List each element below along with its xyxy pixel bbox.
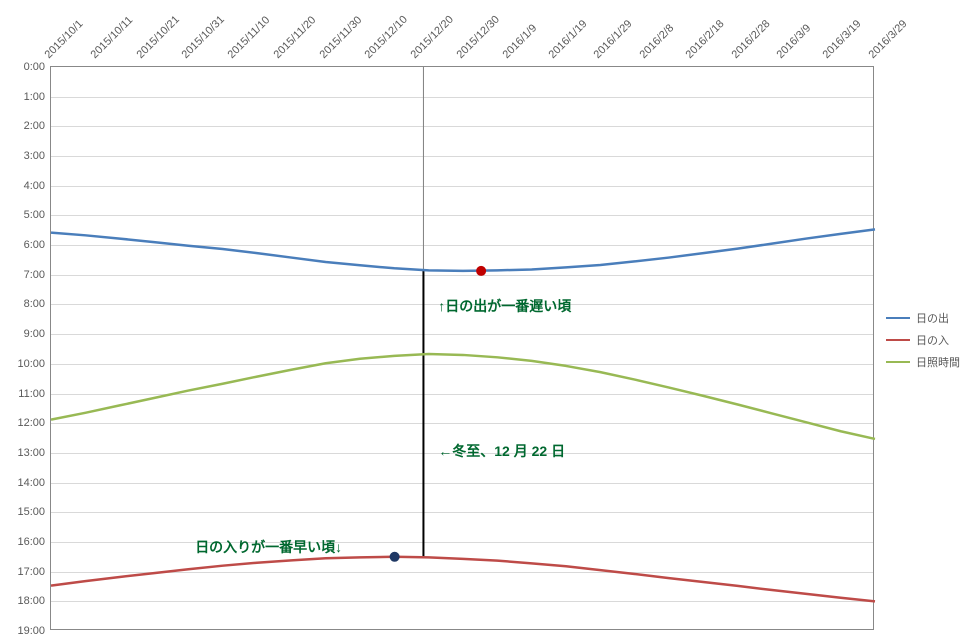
y-axis-tick-label: 5:00 bbox=[24, 209, 45, 221]
x-axis-tick-label: 2016/1/19 bbox=[546, 18, 589, 61]
x-axis-tick-label: 2015/11/30 bbox=[317, 14, 364, 61]
earliest-sunset-annotation: 日の入りが一番早い頃↓ bbox=[195, 537, 342, 557]
gridline bbox=[51, 423, 873, 424]
x-axis-tick-label: 2016/3/29 bbox=[867, 18, 910, 61]
legend-label: 日の入 bbox=[916, 332, 949, 348]
series-sunset bbox=[51, 557, 875, 602]
y-axis-tick-label: 11:00 bbox=[18, 388, 45, 400]
gridline bbox=[51, 126, 873, 127]
y-axis-tick-label: 17:00 bbox=[17, 566, 45, 578]
y-axis-tick-label: 1:00 bbox=[24, 91, 45, 103]
gridline bbox=[51, 334, 873, 335]
gridline bbox=[51, 245, 873, 246]
legend-label: 日照時間 bbox=[916, 354, 960, 370]
y-axis-tick-label: 3:00 bbox=[24, 150, 45, 162]
gridline bbox=[51, 512, 873, 513]
x-axis-tick-label: 2015/11/10 bbox=[226, 14, 273, 61]
legend-swatch bbox=[886, 361, 910, 363]
y-axis-tick-label: 0:00 bbox=[24, 61, 45, 73]
gridline bbox=[51, 483, 873, 484]
gridline bbox=[51, 364, 873, 365]
chart-plot-area: 0:001:002:003:004:005:006:007:008:009:00… bbox=[50, 66, 874, 630]
x-axis-tick-label: 2015/10/11 bbox=[88, 14, 135, 61]
legend-item-sunset: 日の入 bbox=[886, 332, 960, 348]
y-axis-tick-label: 16:00 bbox=[17, 536, 45, 548]
y-axis-tick-label: 6:00 bbox=[24, 239, 45, 251]
y-axis-tick-label: 19:00 bbox=[17, 625, 45, 637]
x-axis-tick-label: 2015/10/1 bbox=[43, 18, 86, 61]
legend-swatch bbox=[886, 317, 910, 319]
x-axis-tick-label: 2016/1/29 bbox=[592, 18, 635, 61]
series-daylight bbox=[51, 354, 875, 439]
legend-item-sunrise: 日の出 bbox=[886, 310, 960, 326]
y-axis-tick-label: 14:00 bbox=[17, 477, 45, 489]
y-axis-tick-label: 10:00 bbox=[17, 358, 45, 370]
x-axis-tick-label: 2015/10/31 bbox=[180, 14, 227, 61]
gridline bbox=[51, 394, 873, 395]
y-axis-tick-label: 4:00 bbox=[24, 180, 45, 192]
x-axis-tick-label: 2016/2/8 bbox=[638, 22, 677, 61]
gridline bbox=[51, 186, 873, 187]
chart-svg bbox=[51, 67, 875, 631]
y-axis-tick-label: 8:00 bbox=[24, 298, 45, 310]
gridline bbox=[51, 215, 873, 216]
gridline bbox=[51, 572, 873, 573]
y-axis-tick-label: 2:00 bbox=[24, 120, 45, 132]
y-axis-tick-label: 18:00 bbox=[17, 595, 45, 607]
solstice-annotation: ←冬至、12 月 22 日 bbox=[438, 441, 565, 461]
x-axis-tick-label: 2015/10/21 bbox=[134, 14, 181, 61]
y-axis-tick-label: 13:00 bbox=[17, 447, 45, 459]
x-axis-tick-label: 2016/2/18 bbox=[683, 18, 726, 61]
x-axis-tick-label: 2016/3/9 bbox=[775, 22, 814, 61]
gridline bbox=[51, 542, 873, 543]
x-axis-tick-label: 2015/12/10 bbox=[363, 14, 410, 61]
gridline bbox=[51, 97, 873, 98]
y-axis-tick-label: 12:00 bbox=[17, 417, 45, 429]
legend-swatch bbox=[886, 339, 910, 341]
x-axis-tick-label: 2015/12/20 bbox=[409, 14, 456, 61]
gridline bbox=[51, 601, 873, 602]
x-axis-tick-label: 2015/11/20 bbox=[271, 14, 318, 61]
x-axis-tick-label: 2016/1/9 bbox=[500, 22, 539, 61]
y-axis-tick-label: 7:00 bbox=[24, 269, 45, 281]
x-axis-tick-label: 2015/12/30 bbox=[455, 14, 502, 61]
x-axis-tick-label: 2016/2/28 bbox=[729, 18, 772, 61]
gridline bbox=[51, 275, 873, 276]
x-axis-tick-label: 2016/3/19 bbox=[821, 18, 864, 61]
y-axis-tick-label: 9:00 bbox=[24, 328, 45, 340]
chart-legend: 日の出日の入日照時間 bbox=[886, 310, 960, 376]
gridline bbox=[51, 156, 873, 157]
series-sunrise bbox=[51, 229, 875, 271]
chart-container: 0:00 1:00 2:00 3:00 4:00 5:00 6:00 7:00 8:00 9:00… bbox=[0, 0, 978, 641]
earliest-sunset-marker bbox=[390, 552, 400, 562]
latest-sunrise-annotation: ↑日の出が一番遅い頃 bbox=[438, 296, 571, 316]
legend-label: 日の出 bbox=[916, 310, 949, 326]
legend-item-daylight: 日照時間 bbox=[886, 354, 960, 370]
y-axis-tick-label: 15:00 bbox=[17, 506, 45, 518]
